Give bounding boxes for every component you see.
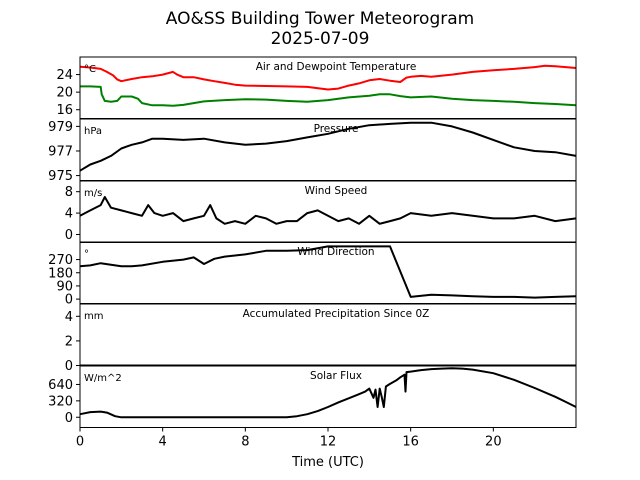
panel-title-5: Solar Flux bbox=[310, 370, 362, 382]
x-tick-label-0: 0 bbox=[76, 435, 84, 450]
y-tick-label-4-0: 0 bbox=[65, 359, 73, 374]
y-tick-label-3-3: 270 bbox=[48, 253, 73, 268]
y-tick-label-1-1: 977 bbox=[48, 144, 73, 159]
panel-title-2: Wind Speed bbox=[305, 185, 368, 197]
y-tick-label-4-2: 4 bbox=[65, 310, 73, 325]
x-axis-label: Time (UTC) bbox=[291, 455, 364, 470]
y-tick-label-2-1: 4 bbox=[65, 207, 73, 222]
x-tick-label-4: 16 bbox=[402, 435, 419, 450]
series-line-0-0 bbox=[79, 64, 577, 91]
panel-unit-1: hPa bbox=[84, 126, 102, 137]
y-tick-label-0-0: 16 bbox=[56, 103, 73, 118]
x-tick-label-2: 8 bbox=[241, 435, 249, 450]
x-axis: 0 4 8 12 16 20 bbox=[76, 427, 502, 450]
y-tick-label-5-0: 0 bbox=[65, 411, 73, 426]
panel-title-3: Wind Direction bbox=[297, 246, 374, 258]
series-line-3-0 bbox=[79, 245, 577, 299]
y-tick-label-0-2: 24 bbox=[56, 68, 73, 83]
y-tick-label-4-1: 2 bbox=[65, 334, 73, 349]
series-line-5-0 bbox=[79, 367, 577, 419]
chart-subtitle: 2025-07-09 bbox=[271, 29, 370, 49]
y-tick-label-3-0: 0 bbox=[65, 293, 73, 308]
y-tick-label-1-0: 975 bbox=[48, 169, 73, 184]
series-line-2-0 bbox=[79, 196, 577, 225]
panel-1: 975 977 979 hPa Pressure bbox=[48, 118, 577, 184]
y-tick-label-2-0: 0 bbox=[65, 228, 73, 243]
y-tick-label-3-1: 90 bbox=[56, 279, 73, 294]
series-line-0-1 bbox=[80, 85, 577, 107]
series-line-1-0 bbox=[79, 121, 577, 172]
panel-unit-2: m/s bbox=[84, 188, 102, 199]
panel-unit-0: °C bbox=[84, 64, 96, 75]
y-tick-label-3-2: 180 bbox=[48, 266, 73, 281]
y-tick-label-2-2: 8 bbox=[65, 185, 73, 200]
y-tick-label-0-1: 20 bbox=[56, 86, 73, 101]
panel-0: 16 20 24 °C Air and Dewpoint Temperature bbox=[56, 56, 577, 119]
chart-title: AO&SS Building Tower Meteorogram bbox=[166, 9, 474, 29]
panel-title-1: Pressure bbox=[314, 123, 359, 135]
panel-unit-5: W/m^2 bbox=[84, 373, 122, 384]
x-tick-label-5: 20 bbox=[485, 435, 502, 450]
panel-unit-3: ° bbox=[84, 249, 89, 260]
panel-unit-4: mm bbox=[84, 311, 103, 322]
x-tick-label-3: 12 bbox=[320, 435, 337, 450]
y-tick-label-1-2: 979 bbox=[48, 120, 73, 135]
y-tick-label-5-2: 640 bbox=[48, 378, 73, 393]
y-tick-label-5-1: 320 bbox=[48, 394, 73, 409]
panel-title-0: Air and Dewpoint Temperature bbox=[256, 61, 417, 73]
panel-2: 0 4 8 m/s Wind Speed bbox=[65, 180, 577, 243]
panel-title-4: Accumulated Precipitation Since 0Z bbox=[243, 308, 430, 320]
panel-4: 0 2 4 mm Accumulated Precipitation Since 0Z bbox=[65, 303, 577, 374]
x-tick-label-1: 4 bbox=[159, 435, 167, 450]
